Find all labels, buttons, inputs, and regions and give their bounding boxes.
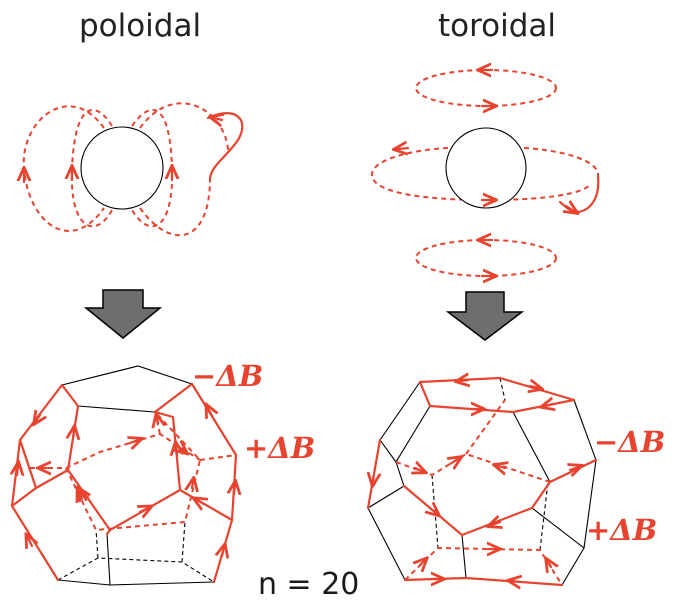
field-arrow: [79, 492, 82, 499]
edge: [77, 405, 156, 413]
poloidal-dodecahedron: [10, 365, 238, 586]
plus-delta-b-label-right: +ΔB: [586, 513, 657, 547]
field-arrow: [140, 508, 148, 512]
field-edge: [10, 383, 64, 582]
edge: [367, 485, 405, 509]
down-arrow-icon: [445, 291, 525, 341]
field-arrow: [450, 459, 458, 464]
hidden-edge: [57, 557, 215, 583]
field-arrow: [130, 440, 138, 443]
field-arrow: [192, 482, 193, 488]
field-arrow: [545, 404, 553, 406]
field-arrow: [398, 148, 410, 149]
plus-delta-b-label-left: +ΔB: [244, 431, 315, 465]
field-arrow: [548, 562, 551, 567]
edge: [367, 381, 421, 581]
field-edge: [178, 488, 234, 522]
n-value-label: n = 20: [258, 567, 359, 601]
field-edge: [402, 458, 598, 537]
edge: [106, 533, 111, 586]
poloidal-title: poloidal: [79, 8, 201, 44]
field-arrow: [197, 500, 204, 504]
poloidal-field-line: [131, 108, 174, 228]
toroidal-dodecahedron: [367, 376, 598, 587]
field-arrow: [234, 485, 235, 496]
field-arrow: [222, 548, 224, 556]
hidden-edge: [539, 481, 549, 551]
field-edge-hidden: [395, 452, 551, 483]
field-edge: [418, 380, 576, 414]
hidden-edge: [181, 521, 186, 563]
field-arrow: [28, 538, 32, 546]
field-arrow: [492, 522, 500, 525]
field-edge: [418, 376, 576, 402]
field-arrow: [420, 561, 424, 565]
poloidal-solid-line: [206, 112, 244, 180]
field-arrow: [512, 581, 520, 582]
hidden-edge: [95, 529, 99, 559]
toroidal-loop-bottom: [415, 239, 557, 277]
edge: [61, 365, 193, 386]
field-arrow: [570, 467, 578, 470]
field-arrow: [17, 466, 18, 477]
field-edge: [105, 528, 112, 536]
minus-delta-b-label-left: −ΔB: [192, 359, 263, 393]
toroidal-loop-top: [415, 69, 557, 107]
minus-delta-b-label-right: −ΔB: [594, 425, 665, 459]
edge: [57, 579, 215, 586]
toroidal-title: toroidal: [438, 8, 556, 44]
poloidal-field-sketch: [22, 102, 244, 237]
down-arrow-icon: [83, 289, 163, 339]
field-edge: [403, 576, 564, 587]
field-arrow: [415, 468, 422, 471]
field-arrow: [430, 508, 436, 513]
field-arrow: [460, 380, 468, 381]
field-edge: [212, 453, 238, 584]
field-edge: [10, 486, 38, 508]
field-edge: [18, 438, 70, 490]
toroidal-loop-middle: [371, 147, 591, 202]
field-arrow: [176, 446, 177, 457]
field-edge-hidden: [30, 411, 202, 532]
field-arrow: [36, 415, 40, 421]
poloidal-field-line: [139, 102, 229, 151]
toroidal-loop-middle: [523, 147, 599, 177]
hidden-edge: [499, 377, 506, 401]
poloidal-field-line: [22, 105, 105, 232]
edge: [379, 439, 397, 463]
edge: [395, 405, 467, 579]
poloidal-field-line: [70, 108, 113, 228]
poloidal-field-line: [139, 177, 211, 237]
field-arrow: [373, 474, 374, 482]
field-edge-hidden: [465, 399, 506, 455]
field-arrow: [208, 408, 212, 416]
field-arrow: [530, 386, 538, 388]
field-arrow: [73, 430, 74, 438]
field-edge-hidden: [199, 454, 237, 461]
toroidal-sphere: [445, 127, 527, 209]
poloidal-sphere: [80, 126, 164, 210]
edge: [512, 411, 585, 586]
field-arrow: [157, 418, 158, 423]
field-edge-hidden: [65, 432, 201, 469]
field-arrow: [179, 447, 184, 451]
field-arrow: [498, 466, 505, 468]
field-arrow: [214, 118, 222, 120]
field-arrow: [566, 206, 574, 211]
toroidal-field-sketch: [371, 69, 600, 277]
